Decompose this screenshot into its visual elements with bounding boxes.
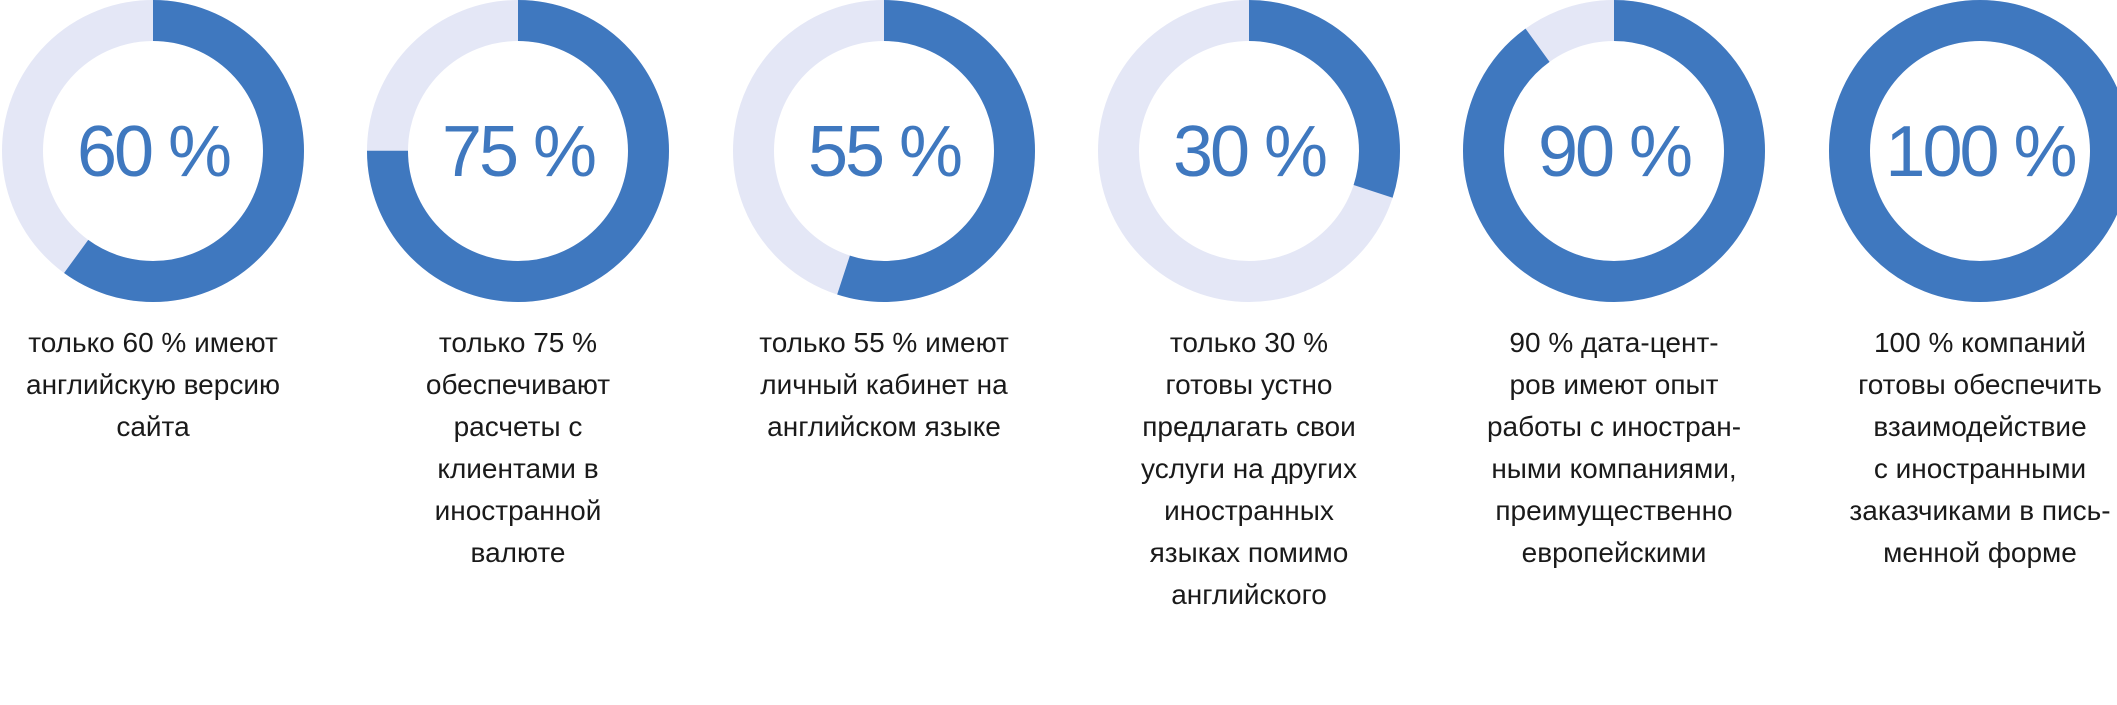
donut-caption: только 60 % имеют английскую версию сайта <box>0 322 314 448</box>
caption-line: 90 % дата-цент- <box>1509 327 1719 358</box>
caption-line: менной форме <box>1883 537 2077 568</box>
caption-line: предлагать свои <box>1142 411 1356 442</box>
caption-line: ными компаниями, <box>1491 453 1737 484</box>
caption-line: ров имеют опыт <box>1509 369 1719 400</box>
caption-line: личный кабинет на <box>760 369 1008 400</box>
percent-label: 30 % <box>1173 112 1326 192</box>
caption-line: работы с иностран- <box>1486 411 1742 442</box>
caption-line: валюте <box>470 537 566 568</box>
donut-chart: 100 % <box>1829 0 2117 302</box>
caption-line: с иностранными <box>1873 453 2087 484</box>
caption-line: заказчиками в пись- <box>1849 495 2111 526</box>
donut-chart: 30 % <box>1098 0 1400 302</box>
caption-line: языках помимо <box>1149 537 1349 568</box>
donut-value-arc <box>2 0 304 302</box>
caption-line: обеспечивают <box>425 369 611 400</box>
caption-line: английском языке <box>767 411 1001 442</box>
donut-value-arc <box>733 0 1035 302</box>
caption-line: европейскими <box>1521 537 1707 568</box>
caption-line: иностранной <box>434 495 602 526</box>
percent-label: 60 % <box>77 112 230 192</box>
donut-item: 30 % только 30 % готовы устно предлагать св… <box>1096 0 1402 700</box>
donut-item: 90 % 90 % дата-цент-ров имеют опыт работы … <box>1461 0 1767 700</box>
donut-caption: только 30 % готовы устно предлагать свои ус… <box>1088 322 1410 616</box>
donut-item: 55 % только 55 % имеют личный кабинет на ан… <box>731 0 1037 700</box>
caption-line: английского <box>1171 579 1327 610</box>
donut-chart: 55 % <box>733 0 1035 302</box>
caption-line: только 30 % <box>1169 327 1329 358</box>
donut-chart: 75 % <box>367 0 669 302</box>
donut-chart: 60 % <box>2 0 304 302</box>
caption-line: только 60 % имеют <box>28 327 278 358</box>
caption-line: взаимодействие <box>1873 411 2087 442</box>
caption-line: 100 % компаний <box>1873 327 2087 358</box>
percent-label: 55 % <box>808 112 961 192</box>
donut-value-arc <box>1463 0 1765 302</box>
caption-line: готовы обеспечить <box>1858 369 2102 400</box>
donut-caption: только 55 % имеют личный кабинет на англий… <box>723 322 1045 448</box>
caption-line: только 75 % <box>438 327 598 358</box>
percent-label: 75 % <box>442 112 595 192</box>
caption-line: готовы устно <box>1165 369 1333 400</box>
caption-line: клиентами в <box>437 453 599 484</box>
donut-chart: 90 % <box>1463 0 1765 302</box>
donut-caption: только 75 % обеспечивают расчеты с клиентам… <box>357 322 679 574</box>
donut-item: 75 % только 75 % обеспечивают расчеты с клие… <box>365 0 671 700</box>
donut-caption: 100 % компаний готовы обеспечить взаимодей… <box>1819 322 2117 574</box>
caption-line: преимущественно <box>1495 495 1733 526</box>
percent-label: 90 % <box>1538 112 1691 192</box>
caption-line: сайта <box>116 411 190 442</box>
caption-line: английскую версию <box>26 369 280 400</box>
caption-line: иностранных <box>1164 495 1334 526</box>
caption-line: услуги на других <box>1141 453 1357 484</box>
caption-line: только 55 % имеют <box>759 327 1009 358</box>
donut-value-arc <box>1829 0 2117 302</box>
donut-item: 100 % 100 % компаний готовы обеспечить взаи… <box>1827 0 2117 700</box>
caption-line: расчеты с <box>453 411 583 442</box>
percent-label: 100 % <box>1885 112 2075 192</box>
donut-caption: 90 % дата-цент-ров имеют опыт работы с ин… <box>1453 322 1775 574</box>
donut-value-arc <box>367 0 669 302</box>
donut-item: 60 % только 60 % имеют английскую версию са… <box>0 0 306 700</box>
donut-value-arc <box>1098 0 1400 302</box>
